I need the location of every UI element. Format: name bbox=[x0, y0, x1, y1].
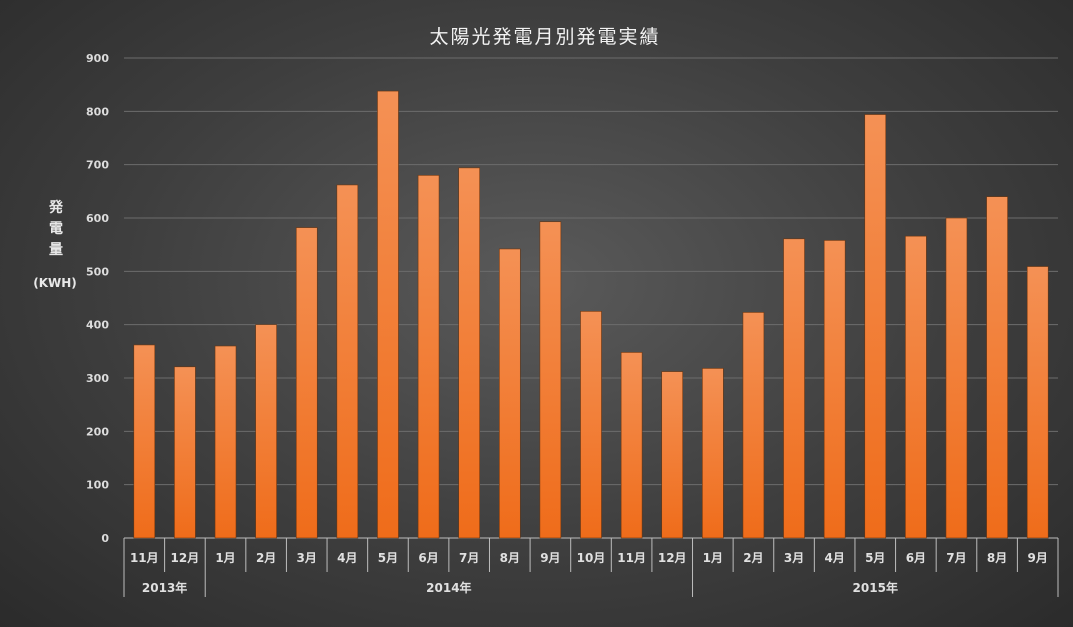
y-tick-label: 600 bbox=[86, 212, 109, 225]
x-tick-label: 11月 bbox=[130, 551, 159, 565]
y-tick-label: 400 bbox=[86, 319, 109, 332]
y-tick-label: 0 bbox=[101, 532, 109, 545]
bar bbox=[214, 345, 237, 539]
x-tick-label: 10月 bbox=[577, 551, 606, 565]
x-group-label: 2013年 bbox=[142, 580, 187, 595]
bar bbox=[986, 196, 1008, 539]
x-tick-label: 5月 bbox=[378, 551, 398, 565]
y-tick-label: 800 bbox=[86, 105, 109, 118]
y-axis-unit: (KWH) bbox=[33, 276, 77, 290]
bar bbox=[255, 324, 277, 539]
bar bbox=[498, 248, 521, 539]
bar bbox=[702, 368, 724, 539]
x-tick-label: 9月 bbox=[540, 551, 560, 565]
bar bbox=[336, 184, 359, 539]
x-tick-label: 7月 bbox=[946, 551, 966, 565]
x-tick-label: 5月 bbox=[865, 551, 885, 565]
x-group-label: 2014年 bbox=[426, 580, 471, 595]
bar bbox=[539, 221, 562, 539]
x-tick-label: 8月 bbox=[500, 551, 520, 565]
bar bbox=[783, 238, 805, 539]
bar bbox=[823, 240, 846, 539]
y-axis-title: 発電量 bbox=[48, 199, 64, 258]
x-tick-label: 2月 bbox=[743, 551, 763, 565]
x-tick-label: 3月 bbox=[297, 551, 317, 565]
bar bbox=[377, 90, 399, 539]
bar bbox=[620, 352, 643, 539]
y-tick-label: 900 bbox=[86, 52, 109, 65]
bar bbox=[417, 175, 440, 539]
y-axis-ticks: 0 100 200 300 400 500 600 700 800 900 bbox=[86, 52, 109, 545]
bar bbox=[458, 167, 480, 539]
x-axis-ticks: 11月 12月 1月 2月 3月 4月 5月 6月 7月 8月 9月 10月 11月 12月 1月 2月 3月 4… bbox=[123, 538, 1059, 597]
x-tick-label: 4月 bbox=[824, 551, 844, 565]
bar bbox=[174, 366, 196, 539]
bar bbox=[742, 312, 765, 539]
bar bbox=[661, 371, 684, 539]
x-tick-label: 12月 bbox=[658, 551, 687, 565]
x-group-label: 2015年 bbox=[853, 580, 898, 595]
bar bbox=[1026, 266, 1049, 539]
x-tick-label: 8月 bbox=[987, 551, 1007, 565]
x-tick-label: 1月 bbox=[215, 551, 235, 565]
bar bbox=[580, 311, 602, 539]
y-axis-label: 発電量 (KWH) bbox=[33, 199, 77, 290]
bar bbox=[945, 217, 968, 539]
bar bbox=[905, 235, 927, 539]
x-tick-label: 9月 bbox=[1028, 551, 1048, 565]
x-tick-label: 12月 bbox=[171, 551, 200, 565]
y-tick-label: 500 bbox=[86, 265, 109, 278]
x-tick-label: 6月 bbox=[418, 551, 438, 565]
chart-title: 太陽光発電月別発電実績 bbox=[429, 26, 660, 48]
x-tick-label: 3月 bbox=[784, 551, 804, 565]
y-tick-label: 100 bbox=[86, 479, 109, 492]
x-tick-label: 4月 bbox=[337, 551, 357, 565]
y-tick-label: 700 bbox=[86, 159, 109, 172]
x-tick-label: 6月 bbox=[906, 551, 926, 565]
bar bbox=[295, 227, 318, 539]
bars bbox=[133, 90, 1049, 539]
x-tick-label: 1月 bbox=[703, 551, 723, 565]
x-tick-label: 11月 bbox=[617, 551, 646, 565]
bar bbox=[864, 114, 887, 539]
x-tick-label: 2月 bbox=[256, 551, 276, 565]
x-tick-label: 7月 bbox=[459, 551, 479, 565]
y-tick-label: 300 bbox=[86, 372, 109, 385]
bar bbox=[133, 344, 156, 539]
gridlines bbox=[124, 57, 1058, 539]
y-tick-label: 200 bbox=[86, 425, 109, 438]
